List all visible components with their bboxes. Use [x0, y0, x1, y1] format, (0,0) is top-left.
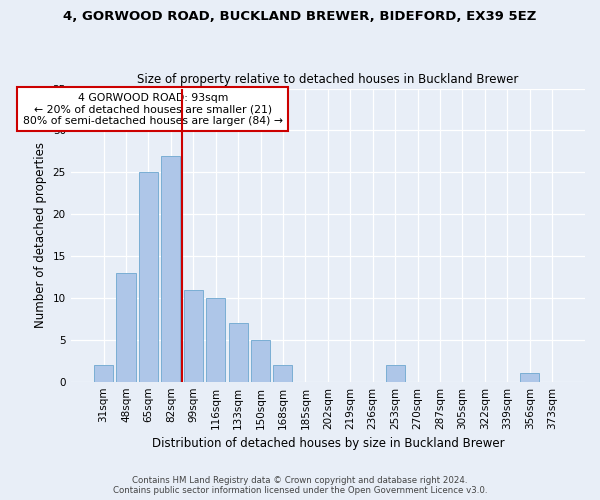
X-axis label: Distribution of detached houses by size in Buckland Brewer: Distribution of detached houses by size … [152, 437, 504, 450]
Bar [94, 365, 113, 382]
Bar [520, 374, 539, 382]
Bar [206, 298, 225, 382]
Bar [116, 273, 136, 382]
Y-axis label: Number of detached properties: Number of detached properties [34, 142, 47, 328]
Text: Contains HM Land Registry data © Crown copyright and database right 2024.
Contai: Contains HM Land Registry data © Crown c… [113, 476, 487, 495]
Bar [161, 156, 181, 382]
Text: 4 GORWOOD ROAD: 93sqm
← 20% of detached houses are smaller (21)
80% of semi-deta: 4 GORWOOD ROAD: 93sqm ← 20% of detached … [23, 92, 283, 126]
Bar [274, 365, 292, 382]
Bar [229, 323, 248, 382]
Text: 4, GORWOOD ROAD, BUCKLAND BREWER, BIDEFORD, EX39 5EZ: 4, GORWOOD ROAD, BUCKLAND BREWER, BIDEFO… [64, 10, 536, 23]
Bar [184, 290, 203, 382]
Bar [251, 340, 270, 382]
Bar [386, 365, 404, 382]
Bar [139, 172, 158, 382]
Title: Size of property relative to detached houses in Buckland Brewer: Size of property relative to detached ho… [137, 73, 518, 86]
